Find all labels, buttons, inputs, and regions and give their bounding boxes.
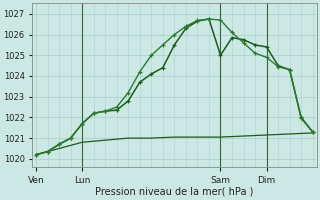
X-axis label: Pression niveau de la mer( hPa ): Pression niveau de la mer( hPa ) <box>95 187 253 197</box>
